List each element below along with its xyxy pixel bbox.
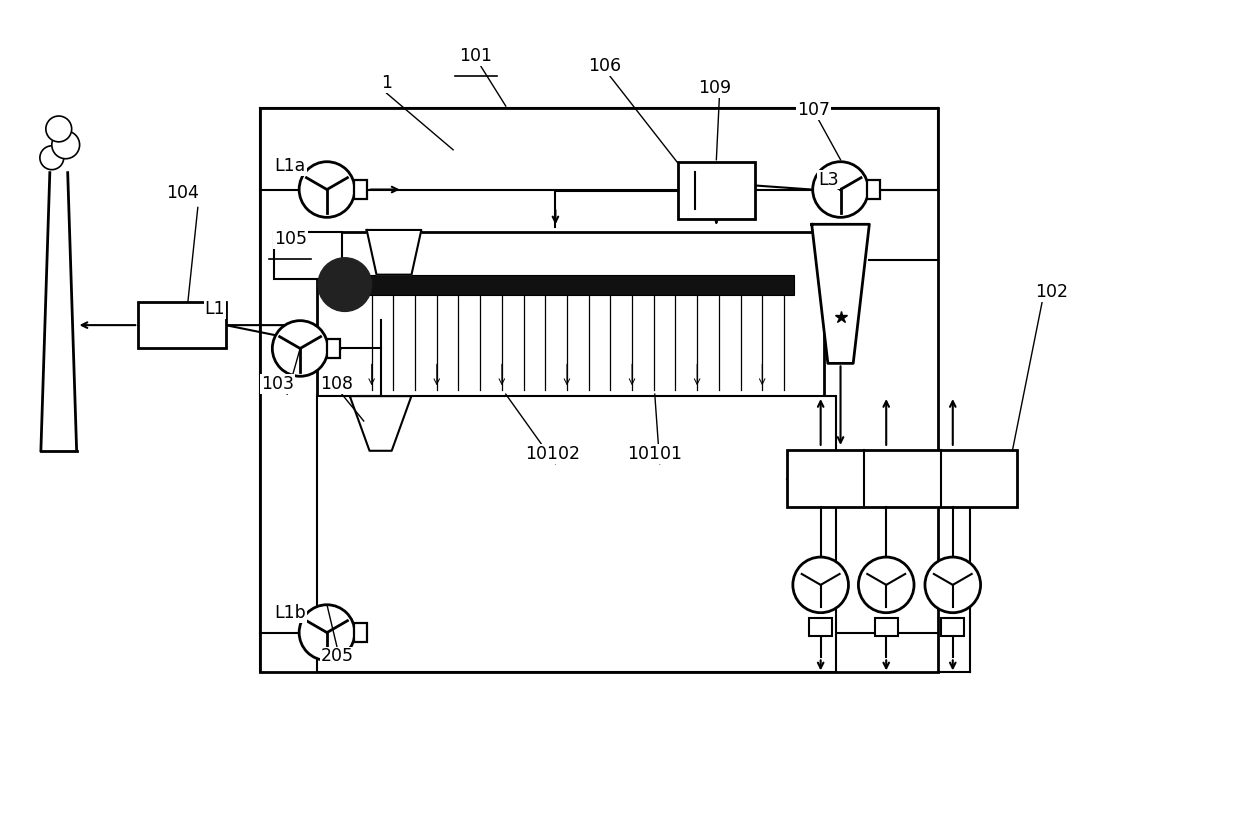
Circle shape	[273, 321, 327, 376]
Text: 102: 102	[1035, 283, 1069, 301]
Text: 105: 105	[274, 230, 306, 248]
Text: 108: 108	[320, 375, 353, 393]
Bar	[274, 232, 342, 279]
Bar	[941, 618, 965, 635]
Circle shape	[40, 145, 63, 170]
Circle shape	[812, 161, 868, 217]
Circle shape	[792, 557, 848, 613]
Polygon shape	[812, 224, 869, 364]
Circle shape	[46, 116, 72, 142]
Text: 10101: 10101	[627, 445, 682, 463]
Text: 10102: 10102	[525, 445, 580, 463]
Text: L1a: L1a	[274, 156, 306, 175]
Bar	[874, 618, 898, 635]
Text: 104: 104	[166, 184, 200, 201]
Text: 205: 205	[320, 647, 353, 665]
Text: 107: 107	[797, 101, 831, 119]
Bar	[867, 180, 880, 200]
Bar	[358, 275, 794, 294]
Text: 109: 109	[698, 79, 730, 97]
Bar	[787, 450, 1017, 507]
Bar	[677, 161, 755, 219]
Text: 101: 101	[460, 48, 492, 65]
Bar	[353, 180, 367, 200]
Circle shape	[299, 604, 355, 660]
Bar	[138, 302, 226, 349]
Text: 103: 103	[260, 375, 294, 393]
Bar	[260, 108, 937, 672]
Polygon shape	[350, 396, 412, 451]
Bar	[810, 618, 832, 635]
Text: L3: L3	[818, 171, 839, 189]
Circle shape	[925, 557, 981, 613]
Circle shape	[299, 161, 355, 217]
Bar	[317, 232, 823, 396]
Text: L1b: L1b	[274, 604, 306, 622]
Circle shape	[858, 557, 914, 613]
Bar	[317, 396, 836, 672]
Circle shape	[317, 257, 372, 312]
Bar	[353, 623, 367, 643]
Polygon shape	[367, 230, 422, 275]
Bar	[327, 339, 340, 359]
Text: L1: L1	[205, 300, 224, 318]
Text: 1: 1	[381, 74, 392, 92]
Circle shape	[52, 131, 79, 159]
Text: 106: 106	[589, 58, 621, 75]
